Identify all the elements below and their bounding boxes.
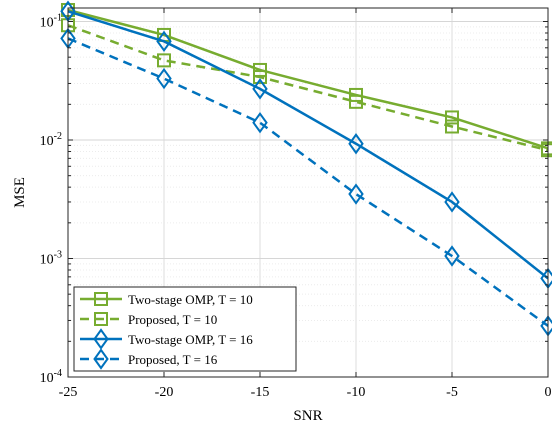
y-axis-label: MSE <box>12 177 28 208</box>
x-axis-label: SNR <box>293 408 322 424</box>
x-tick-label: -5 <box>446 385 458 400</box>
ticks: -25 -20 -15 -10 -5 0 10-4 10-3 10-2 10-1 <box>40 8 552 400</box>
legend-item: Two-stage OMP, T = 16 <box>80 328 253 350</box>
data-point <box>253 70 267 85</box>
y-tick-label: 10-2 <box>40 131 62 149</box>
data-point <box>252 78 268 100</box>
data-point <box>156 67 172 90</box>
data-point <box>444 245 460 267</box>
series-line <box>67 8 549 150</box>
legend-label: Two-stage OMP, T = 16 <box>128 332 253 347</box>
y-tick-label: 10-3 <box>40 250 62 268</box>
data-point <box>252 111 268 134</box>
legend-marker <box>93 348 109 370</box>
data-point <box>348 133 364 155</box>
legend-label: Proposed, T = 16 <box>128 352 218 367</box>
legend-marker <box>93 328 109 350</box>
y-tick-label: 10-4 <box>40 368 62 386</box>
data-point <box>445 119 459 134</box>
data-point <box>348 183 364 205</box>
data-point <box>444 191 460 213</box>
y-tick-label: 10-1 <box>40 13 62 31</box>
legend-marker <box>94 312 108 326</box>
legend-item: Two-stage OMP, T = 10 <box>80 292 253 307</box>
legend-item: Proposed, T = 10 <box>80 312 217 327</box>
data-point <box>445 110 459 125</box>
legend-label: Two-stage OMP, T = 10 <box>128 292 253 307</box>
data-point <box>157 53 171 68</box>
legend-box <box>73 286 297 372</box>
x-tick-label: -20 <box>155 385 174 400</box>
series-line <box>67 10 549 280</box>
x-tick-label: -25 <box>59 385 78 400</box>
legend: Two-stage OMP, T = 10 Proposed, T = 10 Two… <box>73 286 297 372</box>
data-point <box>156 30 172 53</box>
x-tick-label: 0 <box>545 385 552 400</box>
x-tick-label: -10 <box>347 385 366 400</box>
legend-marker <box>94 292 108 306</box>
plot-frame <box>67 7 549 378</box>
x-tick-label: -15 <box>251 385 270 400</box>
data-point <box>349 94 363 109</box>
legend-label: Proposed, T = 10 <box>128 312 217 327</box>
legend-item: Proposed, T = 16 <box>80 348 218 370</box>
